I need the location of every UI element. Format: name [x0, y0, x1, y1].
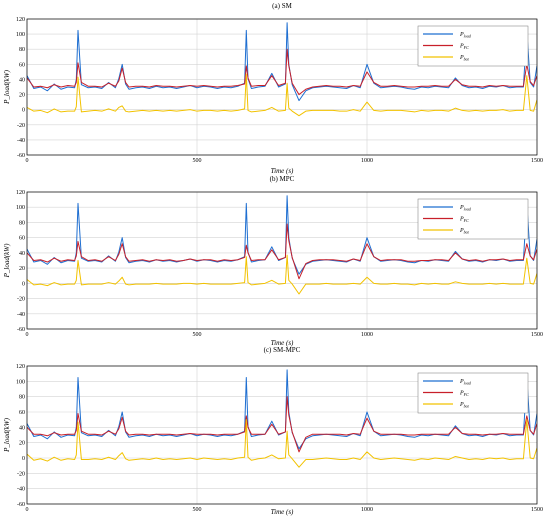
y-tick-label: -20 [17, 471, 25, 477]
y-tick-label: 20 [19, 441, 25, 447]
y-tick-label: 40 [19, 251, 25, 257]
y-tick-label: 100 [16, 32, 25, 38]
x-tick-label: 1500 [531, 332, 543, 338]
y-tick-label: 0 [22, 456, 25, 462]
y-tick-label: 80 [19, 47, 25, 53]
chart-title: (b) MPC [270, 175, 295, 183]
series-line-fc [27, 48, 537, 96]
legend-entry-load: Pload [459, 205, 472, 212]
x-axis-label: Time (s) [271, 508, 294, 516]
legend: Pload PFC Pbat [417, 198, 529, 240]
y-tick-label: 60 [19, 410, 25, 416]
y-tick-label: 60 [19, 62, 25, 68]
legend: Pload PFC Pbat [417, 25, 529, 67]
x-axis-label: Time (s) [271, 339, 294, 347]
legend-entry-load: Pload [459, 379, 472, 386]
y-tick-label: 100 [16, 379, 25, 385]
x-tick-label: 1000 [361, 507, 373, 513]
series-line-bat [27, 73, 537, 117]
legend-entry-fc: PFC [459, 391, 469, 398]
y-tick-label: 20 [19, 93, 25, 99]
y-tick-label: -60 [17, 327, 25, 333]
x-tick-label: 1500 [531, 507, 543, 513]
legend-entry-load: Pload [459, 32, 472, 39]
y-tick-label: 0 [22, 281, 25, 287]
y-axis-label: P_load(kW) [3, 417, 11, 452]
chart-title: (a) SM [272, 2, 292, 10]
series-line-bat [27, 419, 537, 468]
series-line-bat [27, 254, 537, 295]
y-tick-label: -60 [17, 153, 25, 159]
x-tick-label: 500 [193, 507, 202, 513]
legend-entry-fc: PFC [459, 217, 469, 224]
y-tick-label: 40 [19, 77, 25, 83]
legend-entry-bat: Pbat [459, 402, 470, 409]
plot-frame [26, 365, 538, 505]
y-tick-label: 120 [16, 364, 25, 370]
legend-entry-bat: Pbat [459, 228, 470, 235]
legend-entry-fc: PFC [459, 44, 469, 51]
y-tick-label: -20 [17, 297, 25, 303]
y-tick-label: -40 [17, 312, 25, 318]
y-tick-label: -40 [17, 138, 25, 144]
chart-title: (c) SM-MPC [264, 346, 301, 354]
chart-panel-3: (c) SM-MPC -60 -40 -20 0 20 40 60 80 100 120 0 500 10… [3, 346, 543, 516]
x-tick-label: 1000 [361, 332, 373, 338]
legend-entry-bat: Pbat [459, 55, 470, 62]
y-tick-label: 60 [19, 236, 25, 242]
x-tick-label: 500 [193, 332, 202, 338]
series-line-fc [27, 396, 537, 453]
y-tick-label: 80 [19, 220, 25, 226]
x-tick-label: 1000 [361, 158, 373, 164]
x-tick-label: 0 [26, 158, 29, 164]
legend: Pload PFC Pbat [417, 372, 529, 414]
x-axis-label: Time (s) [271, 167, 294, 175]
chart-panel-2: (b) MPC -60 -40 -20 0 20 40 60 80 100 120 0 500 1000 1… [3, 175, 543, 347]
x-tick-label: 0 [26, 507, 29, 513]
y-tick-label: 120 [16, 190, 25, 196]
y-tick-label: 20 [19, 266, 25, 272]
y-tick-label: 80 [19, 395, 25, 401]
y-tick-label: 0 [22, 108, 25, 114]
x-tick-label: 0 [26, 332, 29, 338]
y-tick-label: -20 [17, 123, 25, 129]
chart-panel-1: (a) SM -60 -40 -20 0 20 40 60 80 100 120 0 500 1000 15… [3, 2, 543, 175]
x-tick-label: 500 [193, 158, 202, 164]
y-tick-label: 100 [16, 205, 25, 211]
series-line-fc [27, 223, 537, 280]
y-axis-label: P_load(kW) [3, 243, 11, 278]
plot-frame [26, 191, 538, 330]
x-tick-label: 1500 [531, 158, 543, 164]
y-tick-label: -40 [17, 487, 25, 493]
plot-frame [26, 18, 538, 156]
y-tick-label: 40 [19, 425, 25, 431]
y-tick-label: 120 [16, 17, 25, 23]
y-tick-label: -60 [17, 502, 25, 508]
y-axis-label: P_load(kW) [3, 69, 11, 104]
